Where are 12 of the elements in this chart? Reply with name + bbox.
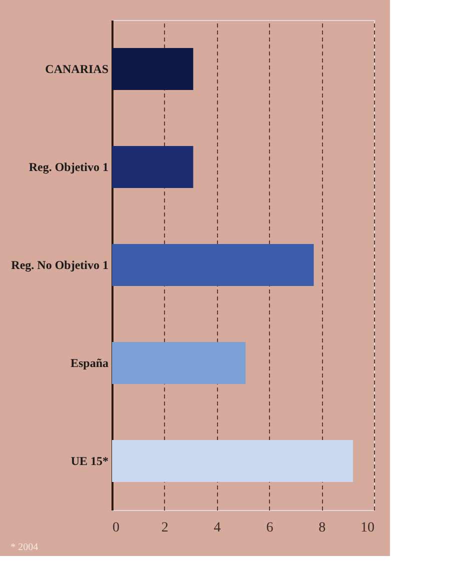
x-tick-label: 6 xyxy=(266,520,274,536)
x-tick-label: 4 xyxy=(214,520,221,536)
text: * 2004 xyxy=(10,542,38,553)
x-tick-label: 8 xyxy=(318,520,326,536)
y-tick-label: Reg. Objetivo 1 xyxy=(28,160,108,174)
y-tick-label: UE 15* xyxy=(70,454,108,468)
y-tick-label: CANARIAS xyxy=(45,62,109,76)
x-tick-label: 10 xyxy=(360,520,374,536)
x-tick-label: 2 xyxy=(161,520,168,536)
y-tick-label: España xyxy=(70,356,108,370)
x-tick-label: 0 xyxy=(112,520,120,536)
y-tick-label: Reg. No Objetivo 1 xyxy=(11,258,108,272)
